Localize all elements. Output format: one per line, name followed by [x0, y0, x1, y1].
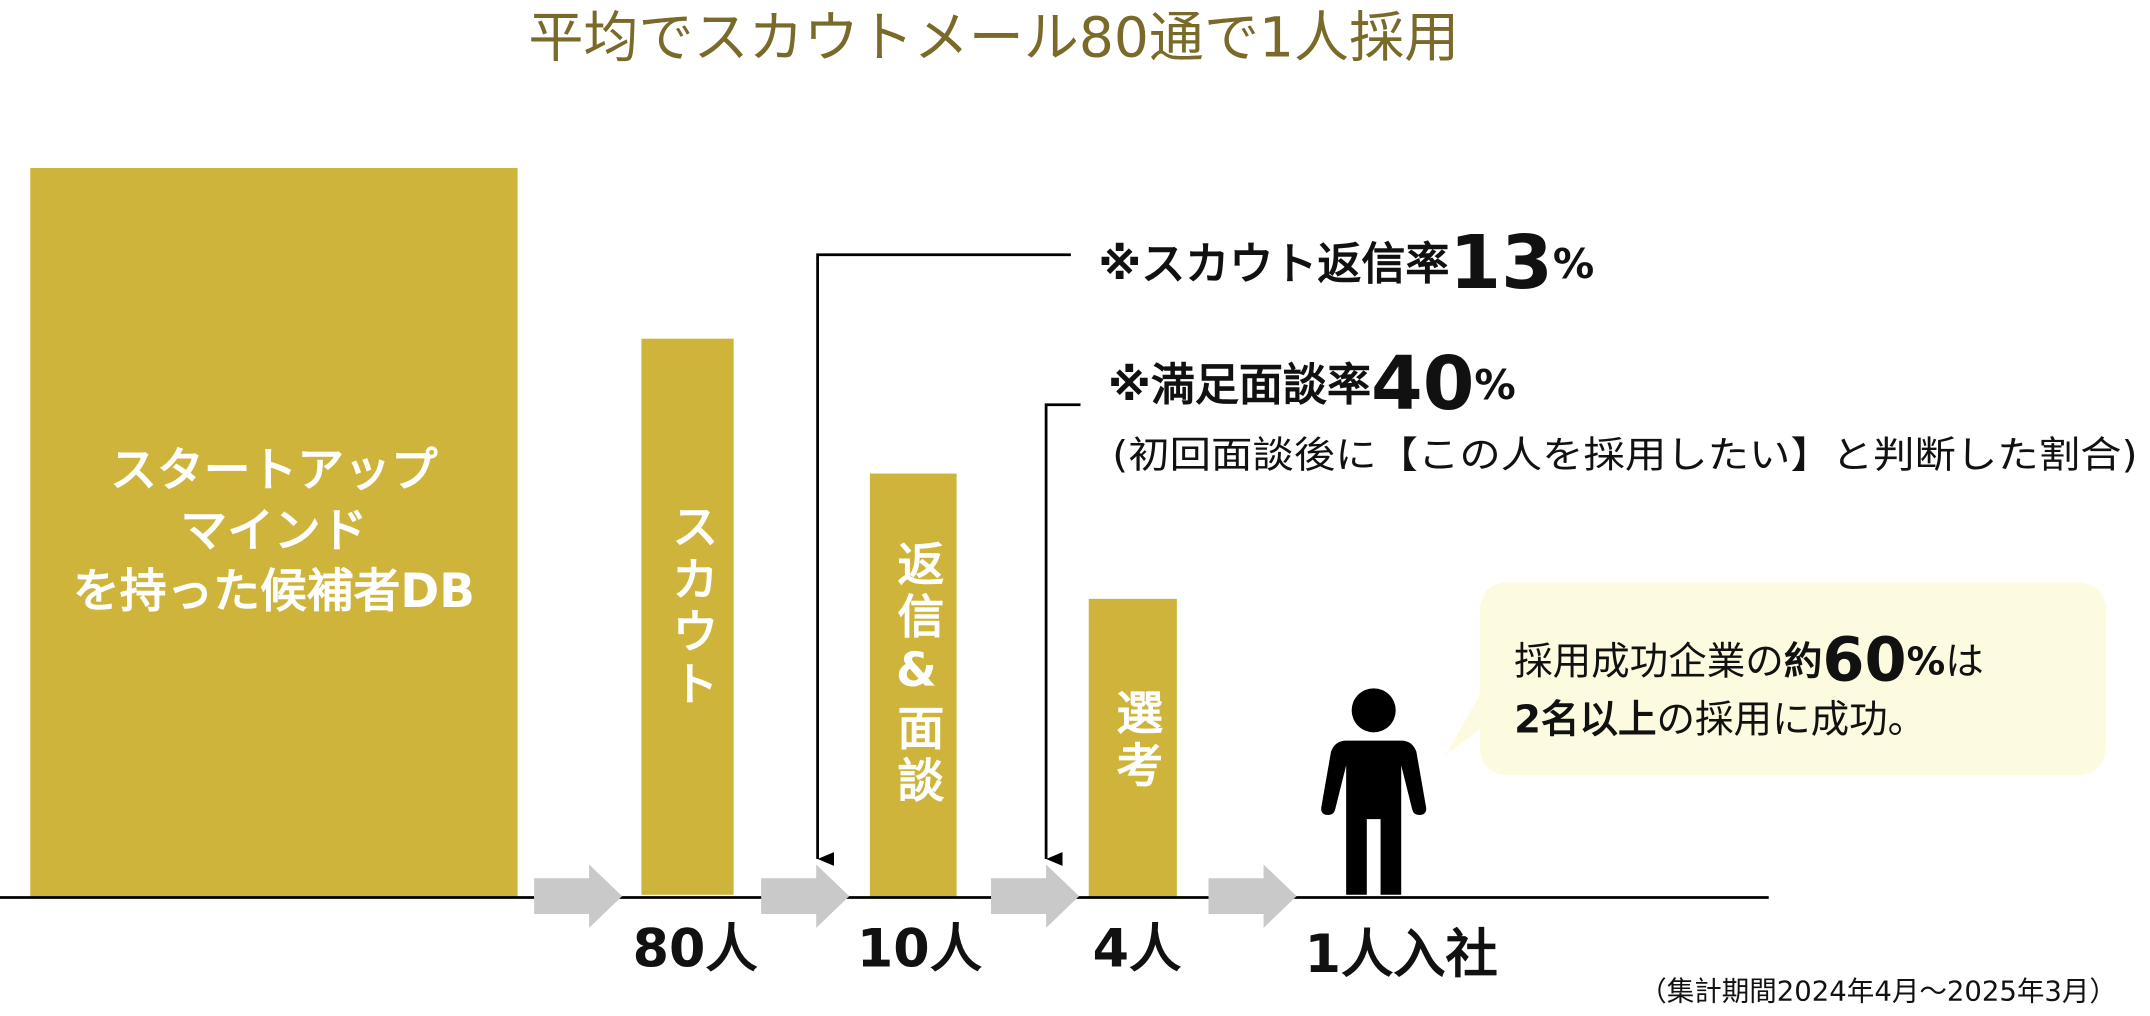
connector: [1044, 403, 1081, 866]
note-detail: (初回面談後に【この人を採用したい】と判断した割合): [1112, 434, 2137, 477]
bubble-part: の採用に成功。: [1656, 697, 1926, 742]
footnote: （集計期間2024年4月〜2025年3月）: [1639, 976, 2117, 1008]
stage-text: 返信&面談: [889, 540, 943, 809]
bubble-part: 60: [1822, 625, 1906, 695]
bubble-text: 2名以上の採用に成功。: [1514, 697, 1926, 742]
note: ※満足面談率40%: [1108, 340, 1516, 427]
bubble-part: は: [1945, 639, 1984, 684]
note: ※スカウト返信率13%: [1098, 219, 1594, 306]
stage-count: 10人: [857, 919, 983, 980]
flow-arrows: [534, 864, 1297, 928]
note-number: 40: [1371, 340, 1474, 427]
stage-count: 1人入社: [1305, 924, 1498, 985]
stage-bar: [30, 168, 518, 898]
note-unit: %: [1553, 240, 1594, 288]
person-icon: [1321, 688, 1427, 895]
bubble-part: 採用成功企業の: [1514, 639, 1784, 684]
note-text: ※満足面談率: [1108, 360, 1371, 411]
note-unit: %: [1474, 361, 1515, 409]
speech-bubble: [1445, 582, 2106, 776]
stage-bar: [869, 473, 957, 898]
bubble-text: 採用成功企業の約60%は: [1514, 625, 1984, 695]
stage-text: を持った候補者DB: [73, 565, 475, 619]
stage-text: マインド: [180, 505, 367, 559]
note-number: 13: [1449, 219, 1552, 306]
bubble-part: 約: [1784, 639, 1823, 684]
stage-text: スカウト: [664, 502, 718, 711]
stage-text: 選考: [1108, 688, 1162, 793]
stage-count: 80人: [633, 919, 759, 980]
stage-text: スタートアップ: [110, 444, 438, 498]
stage-count: 4人: [1093, 919, 1182, 980]
note-text: ※スカウト返信率: [1098, 239, 1449, 290]
stage-bar: [641, 338, 734, 895]
stage-bar: [1088, 598, 1177, 898]
bubble-part: %: [1907, 639, 1946, 684]
bubble-part: 2名以上: [1514, 697, 1656, 742]
connector: [816, 253, 1071, 866]
title: 平均でスカウトメール80通で1人採用: [528, 6, 1459, 70]
